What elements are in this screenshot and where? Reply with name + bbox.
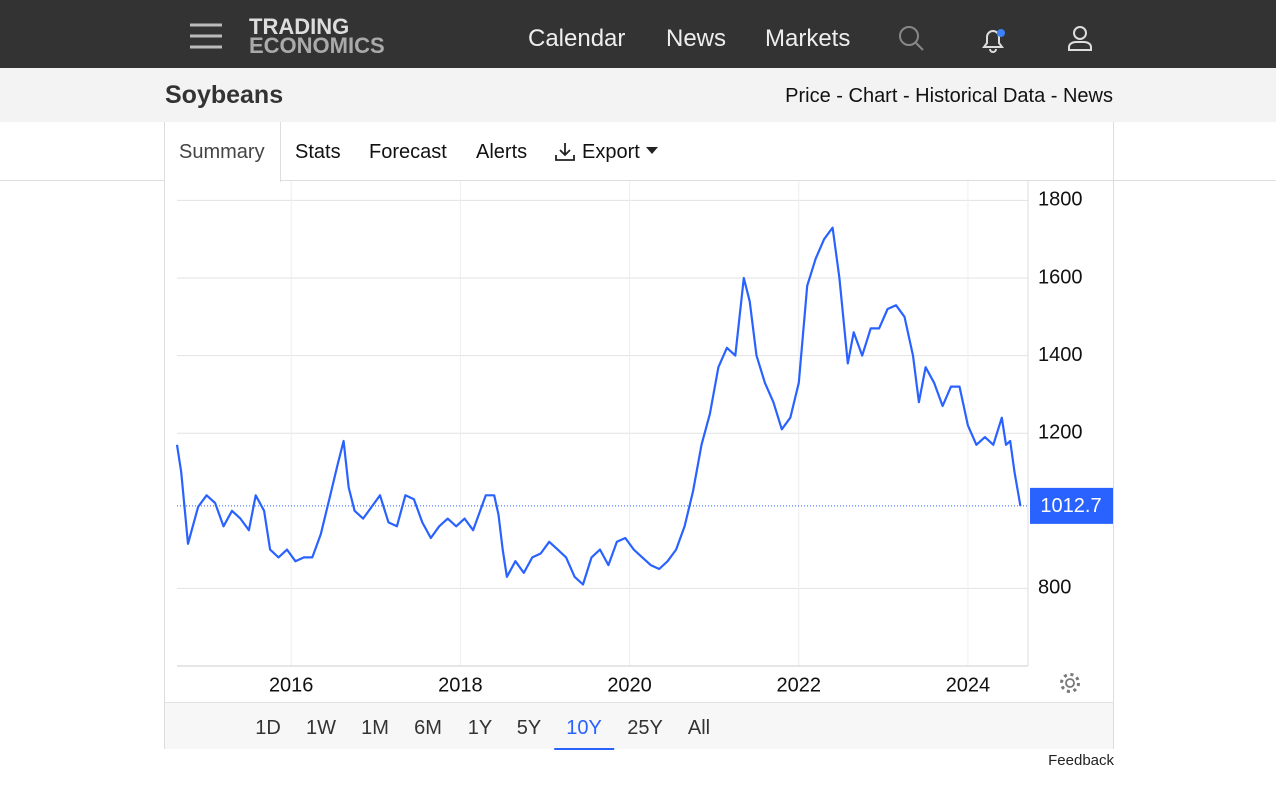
notification-icon[interactable] [980, 26, 1008, 54]
tab-divider [0, 180, 1276, 181]
range-bar [165, 702, 1113, 749]
range-button[interactable]: 1Y [467, 717, 493, 739]
range-button[interactable]: 1D [255, 717, 281, 739]
nav-link[interactable]: Markets [765, 25, 851, 52]
user-icon[interactable] [1066, 24, 1094, 52]
tab[interactable]: Forecast [369, 141, 447, 163]
range-button[interactable]: 6M [414, 717, 442, 739]
tab[interactable]: Summary [179, 141, 265, 163]
price-line [175, 226, 1022, 586]
y-tick-label: 800 [1038, 577, 1071, 599]
last-value-box [1030, 487, 1113, 524]
logo-line: ECONOMICS [249, 33, 385, 58]
tab[interactable]: Export [582, 141, 640, 163]
feedback-link[interactable]: Feedback [1048, 752, 1114, 769]
range-button[interactable]: All [687, 717, 711, 739]
tab[interactable]: Stats [295, 141, 341, 163]
chart: 800 1200 1400 1600 1800 2016 2018 2020 2022 2024 1… [175, 181, 1113, 696]
y-tick-label: 1600 [1038, 266, 1083, 288]
nav-link[interactable]: News [666, 25, 727, 52]
y-tick-label: 1800 [1038, 189, 1083, 211]
range-button[interactable]: 10Y [554, 717, 614, 750]
x-tick-label: 2024 [946, 674, 991, 696]
x-tick-label: 2022 [777, 674, 822, 696]
x-tick-label: 2016 [269, 674, 314, 696]
x-tick-label: 2018 [438, 674, 483, 696]
logo-line: TRADING [249, 14, 350, 39]
top-bar: TRADING ECONOMICS Calendar News Markets [0, 0, 1276, 68]
subheader: Soybeans Price - Chart - Historical Data… [0, 68, 1276, 122]
settings-icon[interactable] [1058, 671, 1082, 695]
nav-link[interactable]: Calendar [528, 25, 626, 52]
menu-icon[interactable] [188, 22, 224, 50]
logo[interactable]: TRADING ECONOMICS [249, 14, 385, 58]
section-links[interactable]: Price - Chart - Historical Data - News [785, 85, 1113, 107]
y-tick-label: 1200 [1038, 421, 1083, 443]
dropdown-caret [646, 147, 658, 154]
page-title: Soybeans [165, 81, 284, 109]
range-button[interactable]: 25Y [627, 717, 663, 739]
active-tab[interactable] [165, 122, 281, 182]
tab[interactable]: Alerts [476, 141, 528, 163]
range-button[interactable]: 1M [361, 717, 389, 739]
y-tick-label: 1400 [1038, 344, 1083, 366]
search-icon[interactable] [898, 25, 926, 53]
download-icon [555, 143, 575, 161]
x-tick-label: 2020 [607, 674, 652, 696]
range-button[interactable]: 1W [306, 717, 336, 739]
last-value-label: 1012.7 [1040, 495, 1101, 517]
range-button[interactable]: 5Y [516, 717, 542, 739]
